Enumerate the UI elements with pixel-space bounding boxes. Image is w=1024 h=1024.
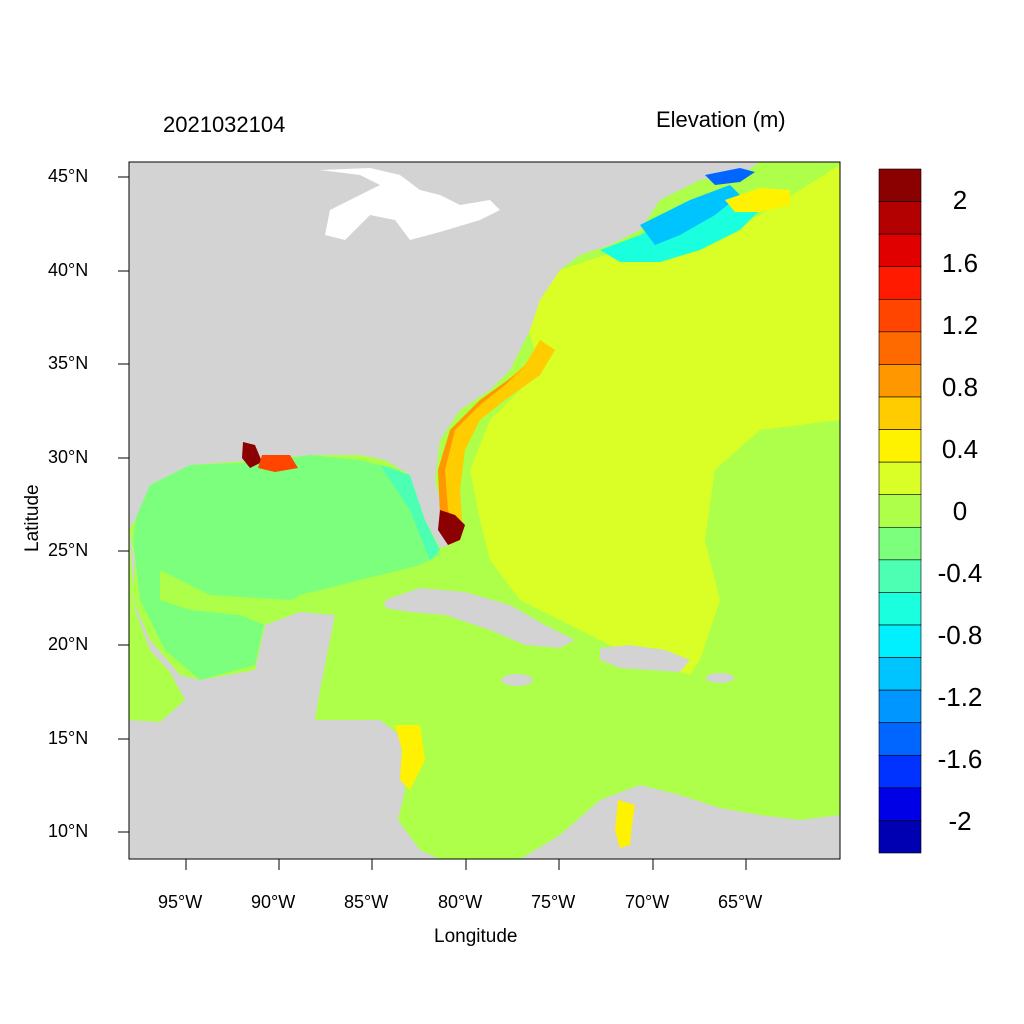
y-tick-label: 25°N [48, 540, 89, 560]
colorbar-label: 2 [952, 185, 968, 215]
south-america-land [520, 785, 840, 859]
colorbar-swatch [878, 494, 922, 528]
x-tick-label: 95°W [158, 892, 203, 912]
x-tick-label: 75°W [531, 892, 576, 912]
gulf-inner-zone [160, 565, 440, 625]
gulf-of-maine-deep-anomaly [640, 185, 740, 245]
colorbar-swatch [878, 266, 922, 300]
colorbar-swatch [878, 364, 922, 398]
colorbar-label: -0.8 [937, 620, 983, 650]
x-tick-label: 65°W [718, 892, 763, 912]
puerto-rico-land [706, 673, 734, 683]
timestamp-title: 2021032104 [163, 112, 286, 137]
colorbar-swatch [878, 657, 922, 691]
colorbar-label: 1.6 [941, 248, 979, 278]
cuba-land [385, 588, 575, 648]
florida-west-coast-anomaly [380, 465, 440, 560]
south-florida-peak [438, 510, 465, 545]
x-tick-label: 85°W [344, 892, 389, 912]
mexico-land [129, 530, 440, 859]
colorbar-swatch [878, 624, 922, 658]
variable-title: Elevation (m) [656, 107, 786, 132]
nova-scotia-positive-anomaly [725, 188, 790, 212]
colorbar-swatch [878, 526, 922, 561]
colorbar-swatch [878, 331, 922, 365]
x-ticks [185, 859, 747, 870]
y-tick-label: 20°N [48, 634, 89, 654]
y-tick-label: 15°N [48, 728, 89, 748]
colorbar-swatch [878, 754, 922, 789]
nicaragua-shelf-anomaly [395, 725, 425, 790]
great-lakes [320, 168, 500, 240]
colorbar-swatch [878, 559, 922, 593]
x-tick-label: 90°W [251, 892, 296, 912]
colorbar-swatch [878, 201, 922, 235]
map-frame [128, 161, 841, 860]
bay-of-fundy-negative [705, 168, 755, 185]
colorbar [878, 168, 922, 854]
colorbar-swatch [878, 592, 922, 626]
x-tick-label: 80°W [438, 892, 483, 912]
maracaibo-anomaly [615, 800, 635, 848]
y-tick-label: 35°N [48, 353, 89, 373]
colorbar-label: -1.6 [937, 744, 983, 774]
colorbar-label: -0.4 [937, 558, 983, 588]
y-ticks [118, 176, 129, 833]
jamaica-land [501, 674, 533, 686]
colorbar-label: 0 [952, 496, 968, 526]
north-america-land [129, 162, 760, 548]
hispaniola-land [600, 645, 690, 672]
colorbar-swatch [878, 722, 922, 756]
y-axis-title: Latitude [22, 484, 43, 552]
y-tick-label: 40°N [48, 260, 89, 280]
x-tick-label: 70°W [625, 892, 670, 912]
colorbar-swatch [878, 233, 922, 268]
colorbar-swatch [878, 429, 922, 463]
gulf-of-mexico [133, 455, 440, 680]
x-axis-title: Longitude [434, 926, 518, 947]
atlantic-elevated-zone [470, 165, 840, 675]
colorbar-label: 0.8 [941, 372, 979, 402]
colorbar-swatch [878, 396, 922, 430]
colorbar-swatch [878, 168, 922, 202]
louisiana-peak [242, 442, 262, 468]
colorbar-label: 1.2 [941, 310, 979, 340]
colorbar-swatch [878, 461, 922, 496]
colorbar-swatch [878, 689, 922, 724]
colorbar-label: -2 [948, 806, 972, 836]
colorbar-swatch [878, 820, 922, 854]
colorbar-label: -1.2 [937, 682, 983, 712]
y-tick-label: 10°N [48, 821, 89, 841]
colorbar-label: 0.4 [941, 434, 979, 464]
colorbar-swatch [878, 787, 922, 821]
y-tick-label: 30°N [48, 447, 89, 467]
atlantic-lower-zone [700, 420, 840, 680]
louisiana-shelf [258, 455, 298, 472]
y-tick-label: 45°N [48, 166, 89, 186]
colorbar-swatch [878, 298, 922, 333]
